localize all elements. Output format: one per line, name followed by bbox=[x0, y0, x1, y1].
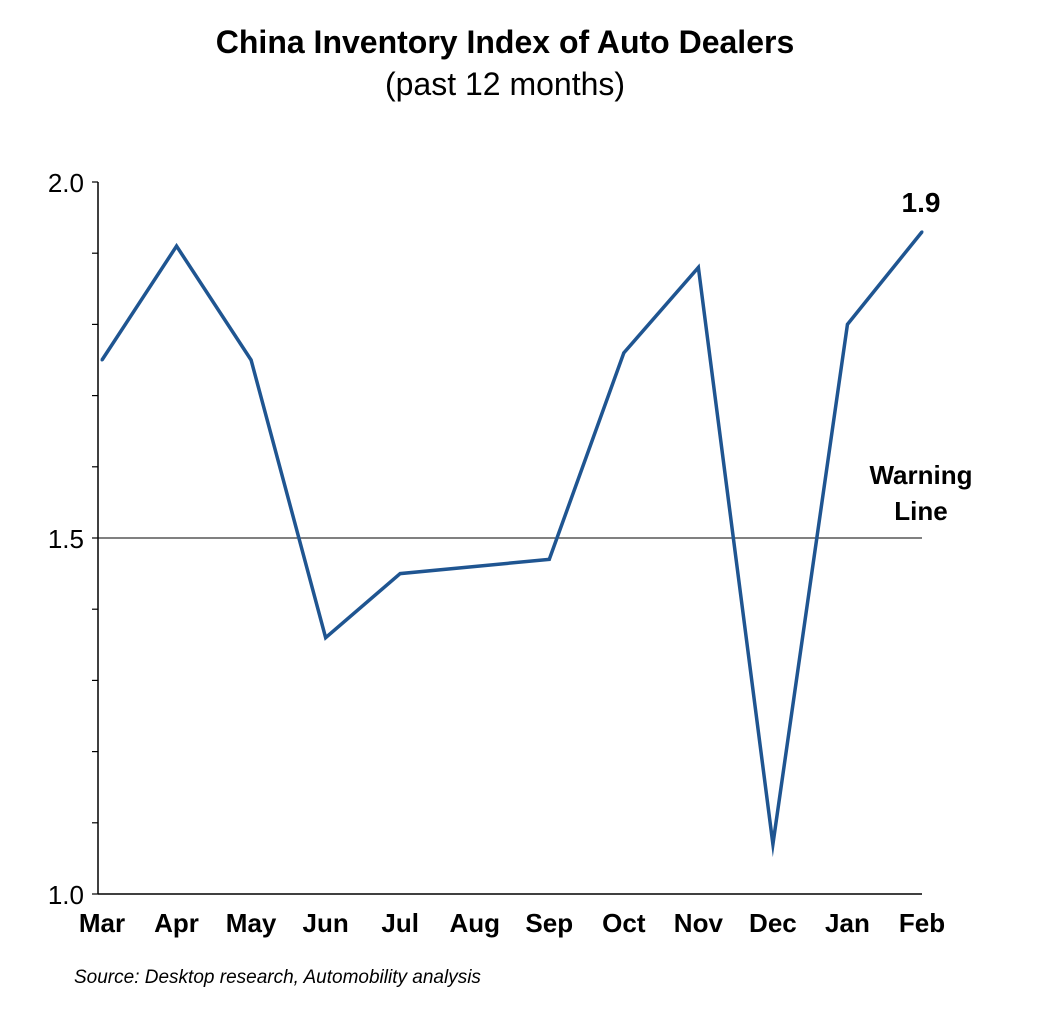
x-tick-label: Aug bbox=[449, 908, 500, 938]
data-point bbox=[845, 322, 849, 326]
warning-line-group: Warning Line bbox=[98, 460, 973, 539]
series-line bbox=[100, 230, 924, 858]
data-point bbox=[249, 358, 253, 362]
x-tick-label: May bbox=[226, 908, 277, 938]
data-point bbox=[696, 265, 700, 269]
data-point bbox=[771, 842, 775, 846]
end-value-label: 1.9 bbox=[902, 187, 941, 218]
x-tick-label: Jan bbox=[825, 908, 870, 938]
x-tick-label: Dec bbox=[749, 908, 797, 938]
line-chart: 1.0 1.5 2.0 Mar Apr May Jun Jul Aug Sep Oct Nov Dec J… bbox=[48, 168, 973, 938]
data-point bbox=[622, 351, 626, 355]
warning-line-label-line: Warning bbox=[869, 460, 972, 490]
axes: 1.0 1.5 2.0 Mar Apr May Jun Jul Aug Sep Oct Nov Dec J… bbox=[48, 168, 945, 938]
x-tick-label: Jul bbox=[381, 908, 419, 938]
x-tick-label: Oct bbox=[602, 908, 646, 938]
data-point bbox=[547, 557, 551, 561]
x-tick-label: Nov bbox=[674, 908, 724, 938]
data-point bbox=[920, 230, 924, 234]
labels-layer: 1.9 bbox=[902, 187, 941, 218]
x-tick-label: Sep bbox=[525, 908, 573, 938]
y-tick-label: 1.0 bbox=[48, 880, 84, 910]
data-point bbox=[100, 358, 104, 362]
chart-title: China Inventory Index of Auto Dealers bbox=[215, 24, 795, 60]
data-point bbox=[324, 636, 328, 640]
warning-line-label-line: Line bbox=[894, 496, 947, 526]
y-tick-label: 2.0 bbox=[48, 168, 84, 198]
warning-line-label: Warning Line bbox=[869, 460, 972, 526]
series-layer bbox=[100, 230, 924, 858]
y-tick-label: 1.5 bbox=[48, 524, 84, 554]
data-point bbox=[473, 564, 477, 568]
x-tick-label: Feb bbox=[899, 908, 945, 938]
data-point bbox=[175, 244, 179, 248]
data-point bbox=[398, 572, 402, 576]
x-tick-label: Mar bbox=[79, 908, 125, 938]
x-tick-label: Apr bbox=[154, 908, 199, 938]
source-note: Source: Desktop research, Automobility a… bbox=[74, 967, 481, 988]
x-tick-label: Jun bbox=[303, 908, 349, 938]
chart-subtitle: (past 12 months) bbox=[384, 66, 626, 102]
